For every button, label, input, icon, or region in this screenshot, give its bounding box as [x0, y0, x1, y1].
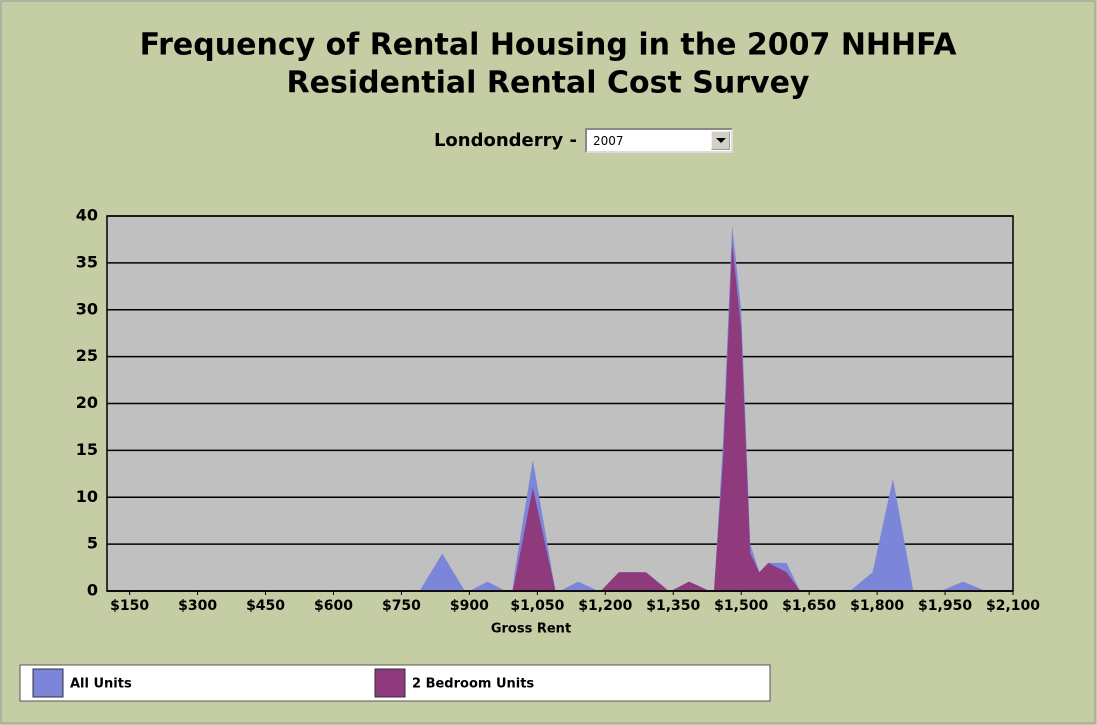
- y-tick-label: 15: [76, 440, 98, 459]
- y-tick-label: 5: [87, 534, 98, 553]
- x-tick-label: $2,100: [986, 598, 1040, 614]
- filter-label: Londonderry -: [434, 130, 577, 151]
- legend-swatch: [374, 668, 406, 698]
- legend-swatch: [32, 668, 64, 698]
- y-tick-label: 10: [76, 487, 98, 506]
- y-tick-label: 20: [76, 393, 98, 412]
- y-tick-label: 40: [76, 206, 98, 225]
- y-tick-label: 30: [76, 299, 98, 318]
- y-tick-label: 25: [76, 346, 98, 365]
- x-tick-label: $1,200: [578, 598, 632, 614]
- y-tick-label: 35: [76, 252, 98, 271]
- x-tick-label: $900: [450, 598, 489, 614]
- chart-title: Frequency of Rental Housing in the 2007 …: [140, 28, 958, 63]
- y-tick-label: 0: [87, 581, 98, 600]
- year-dropdown[interactable]: 2007: [585, 128, 733, 153]
- x-tick-label: $1,650: [782, 598, 836, 614]
- x-tick-label: $1,050: [510, 598, 564, 614]
- plot-border: [106, 215, 1014, 592]
- x-tick-label: $300: [178, 598, 217, 614]
- x-axis-label: Gross Rent: [491, 622, 571, 637]
- dropdown-value: 2007: [593, 134, 624, 148]
- x-tick-label: $1,350: [646, 598, 700, 614]
- x-tick-label: $600: [314, 598, 353, 614]
- legend-label: 2 Bedroom Units: [412, 677, 534, 692]
- x-tick-label: $150: [110, 598, 149, 614]
- dropdown-arrow[interactable]: [711, 131, 730, 150]
- legend-label: All Units: [70, 677, 132, 692]
- chart-title: Residential Rental Cost Survey: [287, 66, 810, 101]
- x-tick-label: $1,800: [850, 598, 904, 614]
- x-tick-label: $750: [382, 598, 421, 614]
- x-tick-label: $1,950: [918, 598, 972, 614]
- x-tick-label: $450: [246, 598, 285, 614]
- x-tick-label: $1,500: [714, 598, 768, 614]
